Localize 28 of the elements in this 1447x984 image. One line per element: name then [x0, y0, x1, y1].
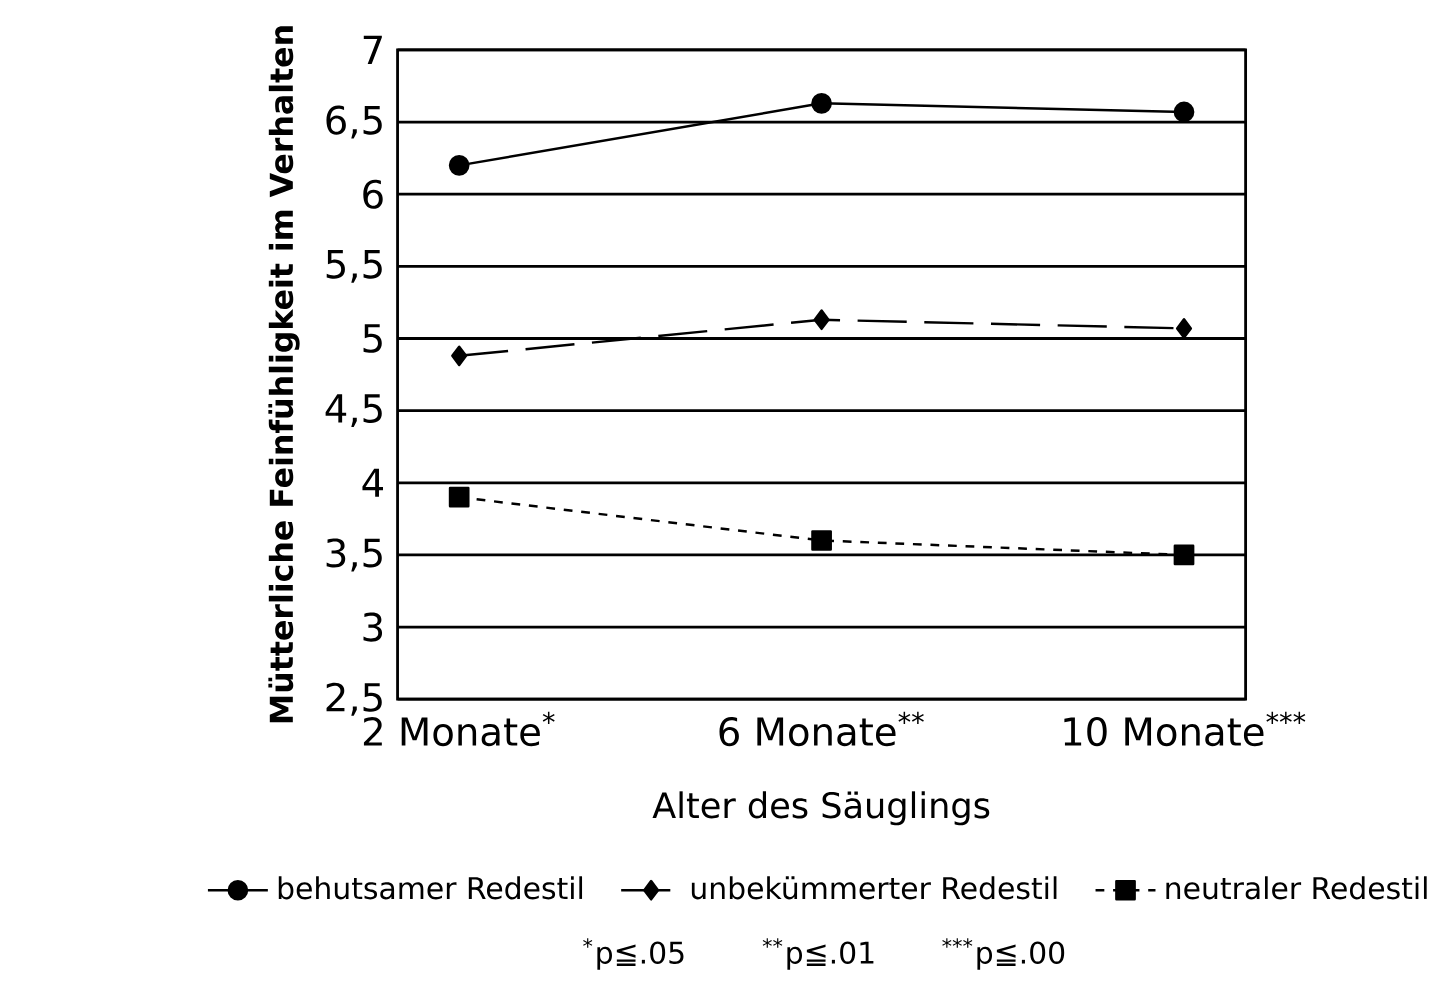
point: [1173, 101, 1195, 123]
legend-label: unbekümmerter Redestil: [691, 876, 1057, 900]
legend-label: behutsamer Redestil: [278, 876, 583, 900]
point: [448, 155, 470, 176]
point: [448, 486, 470, 508]
y-tick-label: 6,5: [326, 105, 382, 139]
point: [451, 345, 468, 367]
text: $^{**}$p≦.01: [762, 938, 874, 970]
y-tick-label: 4: [362, 468, 383, 497]
y-tick-label: 3: [363, 612, 383, 642]
y-tick-label: 4,5: [325, 394, 382, 427]
x-tick-label: 10 Monate$^{***}$: [1064, 711, 1306, 747]
legend-label: neutraler Redestil: [1166, 876, 1427, 900]
point: [1173, 544, 1195, 566]
point: [811, 93, 832, 114]
text: $^{***}$p≦.00: [942, 938, 1065, 970]
text: $^{*}$p≦.05: [583, 938, 684, 970]
x-tick-label: 6 Monate$^{**}$: [719, 711, 924, 747]
y-tick-label: 7: [363, 35, 382, 65]
x-axis-title: Alter des Säuglings: [652, 791, 990, 826]
y-tick-label: 5: [363, 324, 382, 353]
point: [813, 309, 830, 331]
y-tick-label: 6: [363, 179, 383, 209]
point: [1175, 318, 1193, 339]
point: [811, 530, 832, 551]
y-tick-label: 3,5: [326, 538, 382, 572]
y-axis-title: Mütterliche Feinfühligkeit im Verhalten: [268, 26, 300, 723]
y-tick-label: 5,5: [326, 250, 382, 283]
